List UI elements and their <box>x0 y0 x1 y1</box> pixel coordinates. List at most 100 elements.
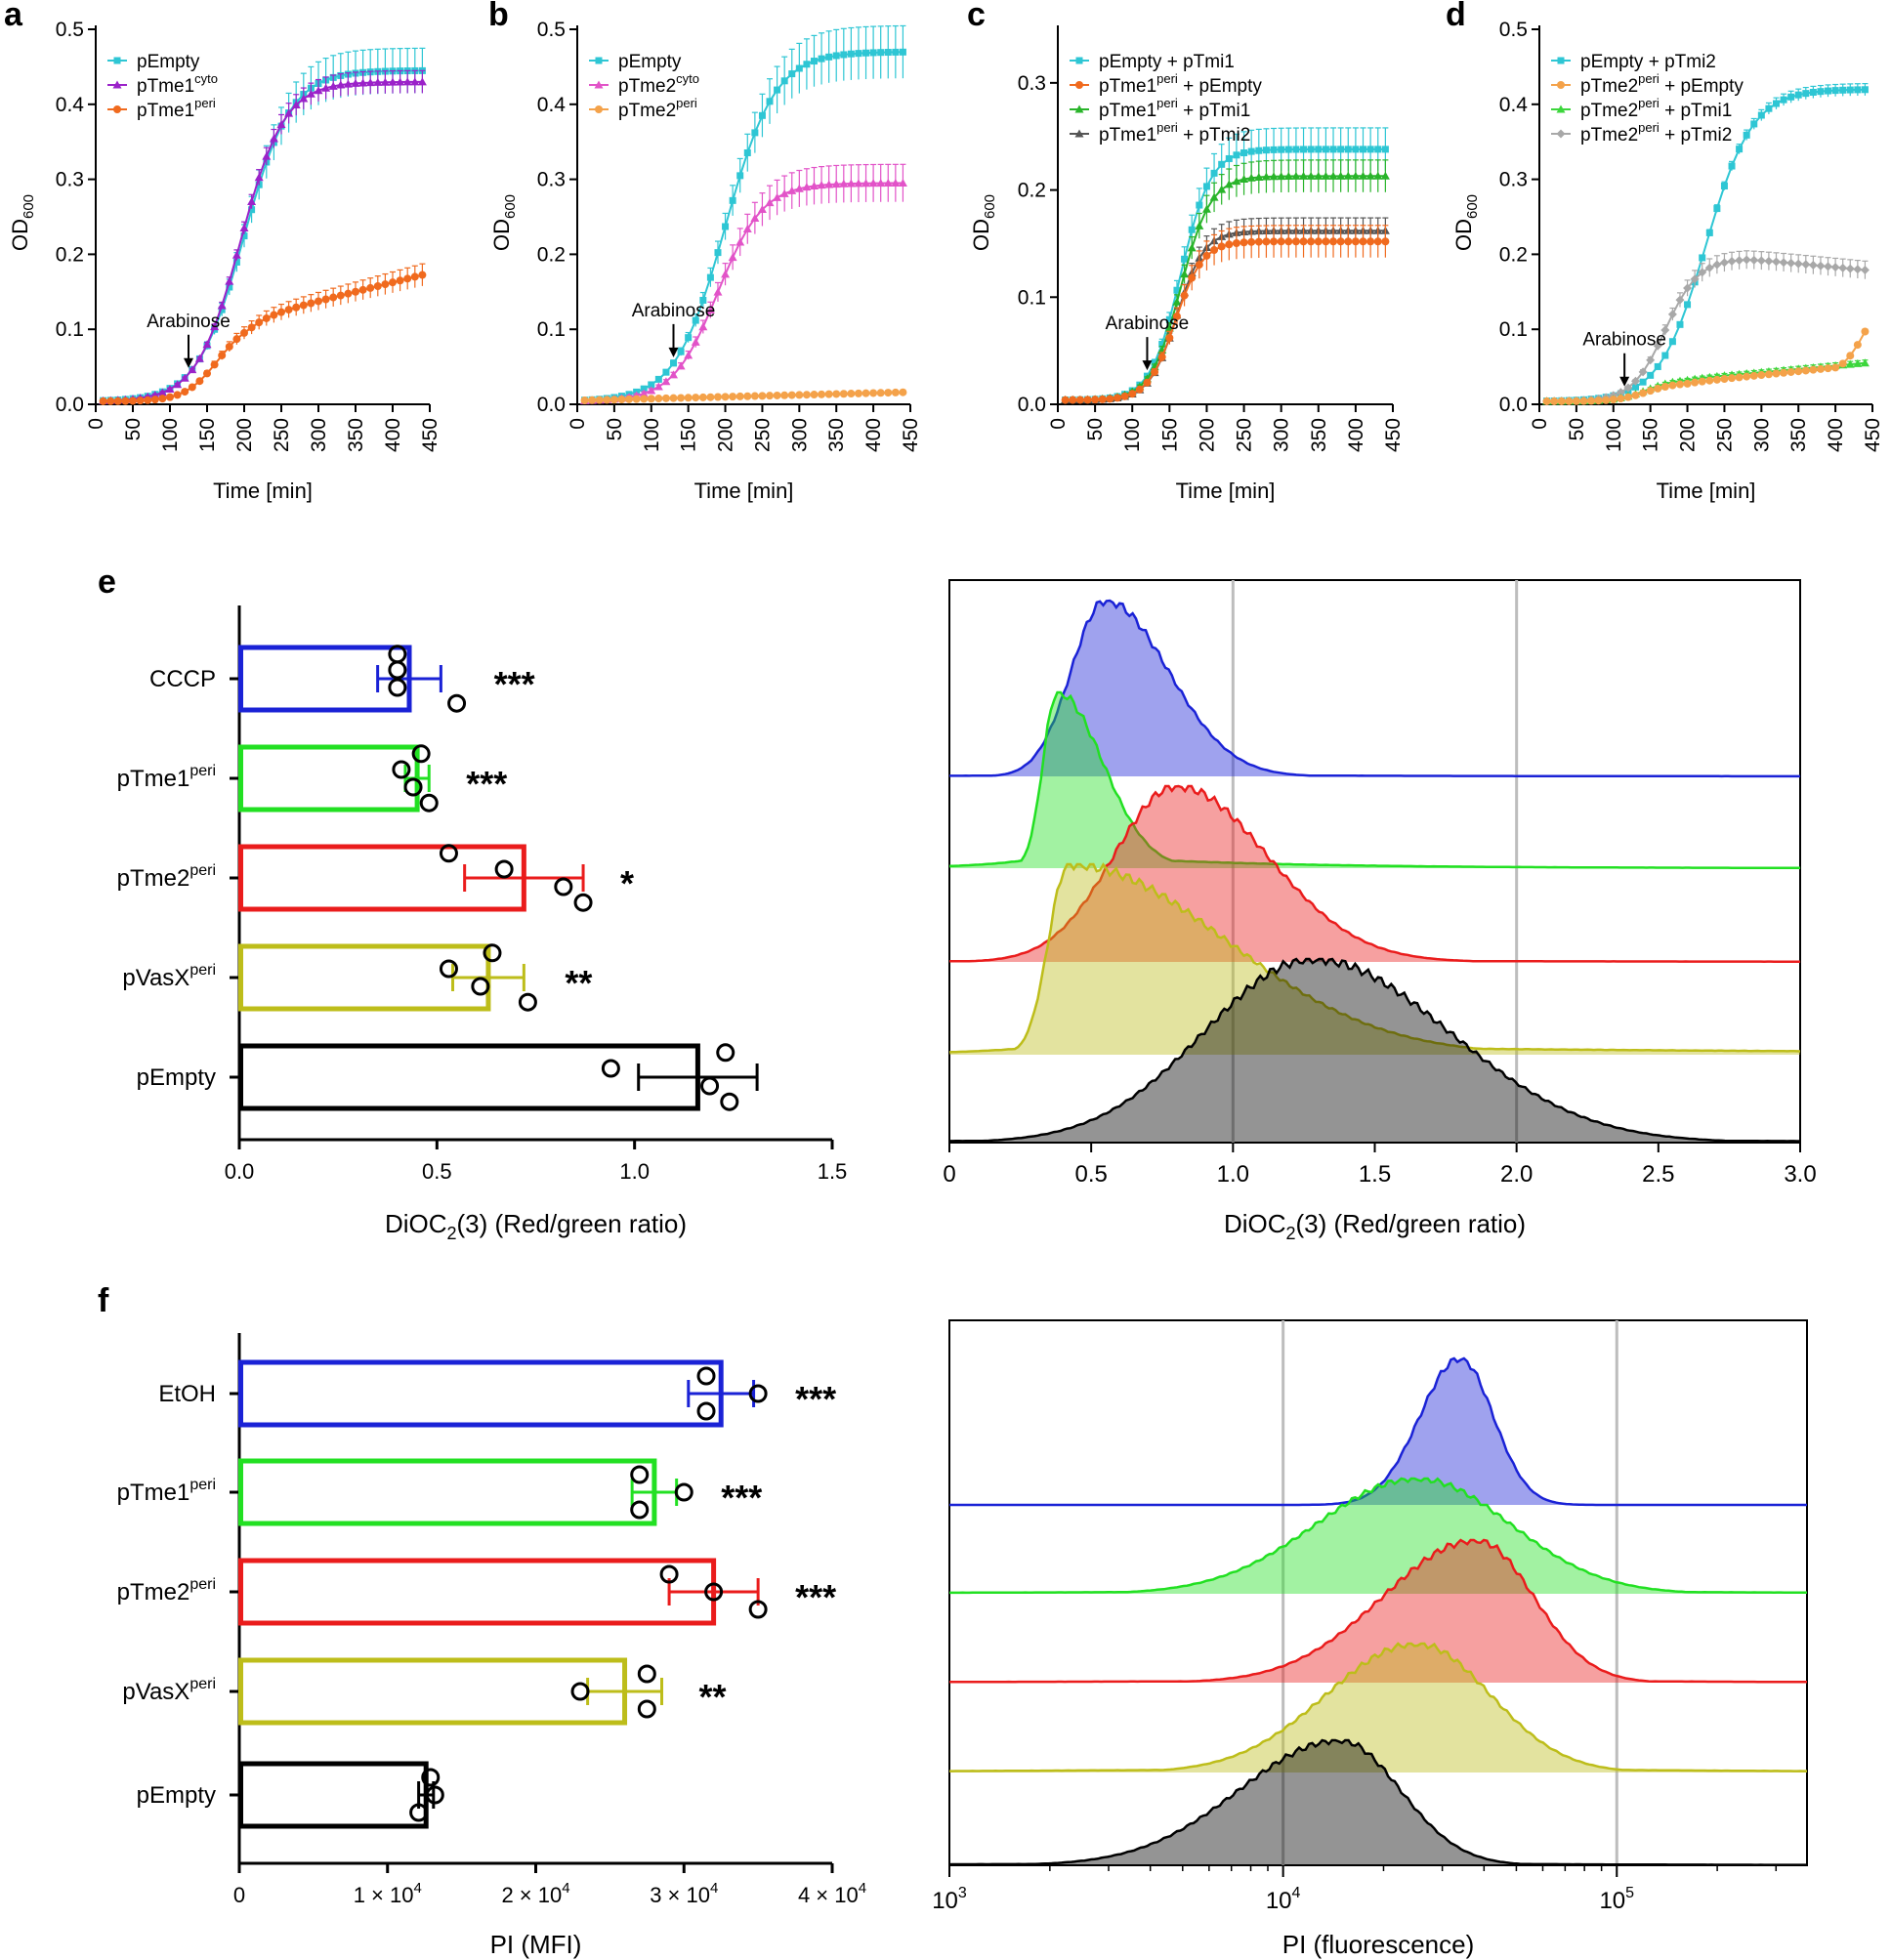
y-tick-label: 0.3 <box>1499 169 1528 191</box>
data-point <box>1839 86 1847 94</box>
x-tick-label: 150 <box>1158 418 1181 452</box>
data-point <box>839 390 848 398</box>
data-point <box>1262 146 1270 154</box>
data-point <box>1824 262 1833 271</box>
data-point <box>99 396 107 405</box>
data-point <box>218 351 227 359</box>
series-pTme1peri-pTmi1 <box>1061 159 1390 404</box>
data-point <box>1291 237 1300 246</box>
data-point <box>1225 154 1233 162</box>
data-point <box>780 391 789 399</box>
data-point <box>1802 90 1810 98</box>
legend-marker <box>1075 81 1083 89</box>
data-point <box>315 297 322 306</box>
data-point <box>637 1699 656 1719</box>
data-point <box>121 396 130 405</box>
category-label: EtOH <box>158 1381 216 1407</box>
data-point <box>884 49 892 57</box>
data-point <box>1660 383 1669 392</box>
panel-label-a: a <box>4 0 23 33</box>
data-point <box>173 380 183 389</box>
legend-label: pEmpty + pTmi2 <box>1580 52 1716 72</box>
x-tick-label: 300 <box>788 418 811 452</box>
data-point <box>743 392 752 400</box>
x-axis-label: Time [min] <box>1176 479 1276 503</box>
data-point <box>351 78 360 87</box>
arabinose-label: Arabinose <box>1582 330 1666 351</box>
data-point <box>742 225 752 233</box>
data-point <box>411 744 431 764</box>
data-point <box>832 390 841 398</box>
data-point <box>396 276 404 285</box>
data-point <box>1654 384 1662 393</box>
histogram-panel-e: 0 0.5 1.0 1.5 2.0 2.5 3.0 DiOC2(3) (Red/green r… <box>943 579 1817 1243</box>
x-tick-label: 100 <box>159 418 182 452</box>
data-point <box>410 77 420 86</box>
data-point <box>158 395 167 403</box>
data-point <box>1735 373 1744 382</box>
data-point <box>1314 171 1324 180</box>
bar <box>238 744 420 813</box>
data-point <box>1780 96 1787 104</box>
data-point <box>388 678 407 697</box>
data-point <box>255 318 264 327</box>
data-point <box>554 877 573 897</box>
data-point <box>757 205 767 214</box>
data-point <box>1210 246 1219 255</box>
data-point <box>1217 185 1227 193</box>
data-point <box>1329 237 1338 246</box>
data-point <box>1360 146 1367 153</box>
x-tick-label: 2.5 <box>1642 1161 1674 1188</box>
data-point <box>1322 146 1329 153</box>
data-point <box>595 396 604 404</box>
data-point <box>1165 334 1174 343</box>
y-tick-label: 0.4 <box>1499 94 1529 116</box>
x-tick-label: 1.0 <box>1217 1161 1249 1188</box>
data-point <box>1660 325 1670 335</box>
x-tick-label: 450 <box>1382 418 1405 452</box>
data-point <box>788 70 796 78</box>
data-point <box>392 760 411 779</box>
y-axis-label: OD600 <box>489 194 519 251</box>
data-point <box>1344 146 1352 153</box>
data-point <box>1632 383 1640 391</box>
data-point <box>380 77 390 86</box>
growth-panel-c: 0.0 0.1 0.2 0.3 0 50 100 150 200 250 300 350 400 450 T… <box>969 25 1405 503</box>
data-point <box>1756 256 1766 266</box>
data-point <box>677 394 686 402</box>
histogram-fill <box>949 1479 1807 1594</box>
growth-panel-a: 0.0 0.1 0.2 0.3 0.4 0.5 0 50 100 150 200 250 300 350 4… <box>8 19 441 503</box>
data-point <box>809 181 819 189</box>
data-point <box>1337 146 1345 153</box>
x-tick-label: 350 <box>1308 418 1330 452</box>
data-point <box>1765 104 1773 112</box>
data-point <box>1158 340 1166 348</box>
x-tick-label: 100 <box>641 418 663 452</box>
data-point <box>1860 358 1870 367</box>
legend-marker <box>1074 104 1084 113</box>
category-label: pTme1peri <box>117 1477 216 1506</box>
category-label: pVasXperi <box>122 962 216 991</box>
data-point <box>1787 93 1795 101</box>
series-pEmpty <box>581 24 906 404</box>
data-point <box>891 179 901 188</box>
data-point <box>855 50 862 58</box>
data-point <box>1188 273 1197 282</box>
data-point <box>1668 381 1677 390</box>
histogram-outline <box>948 690 1801 870</box>
data-point <box>284 108 294 117</box>
data-point <box>1143 378 1152 387</box>
data-point <box>1853 358 1863 367</box>
data-point <box>630 1465 650 1484</box>
data-point <box>1187 243 1197 252</box>
data-point <box>862 49 870 57</box>
data-point <box>720 1092 739 1111</box>
legend-label: pTme2peri + pTmi1 <box>1580 96 1732 121</box>
y-tick-label: 0.2 <box>1499 243 1528 266</box>
data-point <box>1181 255 1189 263</box>
category-label: pVasXperi <box>122 1676 216 1705</box>
data-point <box>1247 237 1256 246</box>
data-point <box>1120 392 1129 400</box>
legend-label: pTme1peri + pEmpty <box>1099 71 1262 97</box>
data-point <box>1315 146 1323 153</box>
